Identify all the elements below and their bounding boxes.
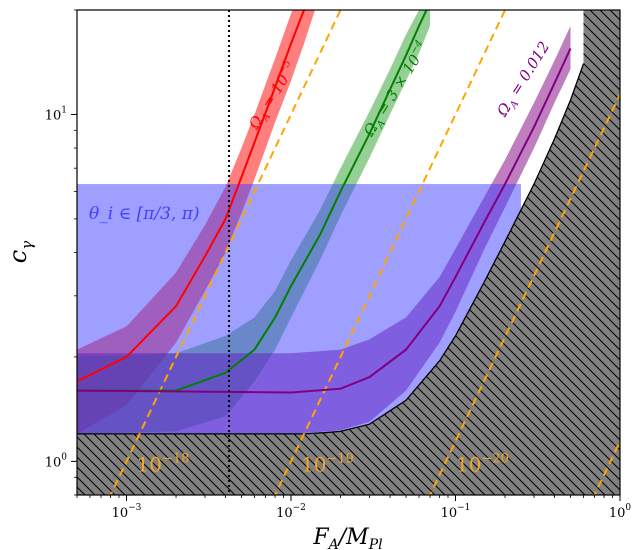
x-tick-label: 100 <box>609 503 632 521</box>
x-axis-label: FA/MPl <box>312 525 382 550</box>
iso-line-2 <box>428 91 620 495</box>
x-tick-label: 10−2 <box>276 503 306 521</box>
excluded-boundary <box>77 63 585 435</box>
plot-area: 10−18 10−19 10−20 <box>77 10 620 495</box>
series-line-0 <box>77 10 306 383</box>
y-axis-label: cγ <box>4 241 36 263</box>
series-line-1 <box>77 10 428 392</box>
y-tick-label: 100 <box>45 452 68 470</box>
theta-region-label: θ_i ∈ [π/3, π) <box>89 204 200 224</box>
y-ticks: 100 101 <box>45 9 77 496</box>
x-tick-label: 10−1 <box>441 503 471 521</box>
x-tick-label: 10−3 <box>112 503 142 521</box>
series-line-2 <box>77 47 572 394</box>
x-ticks: 10−3 10−2 10−1 100 <box>76 495 632 521</box>
excluded-region <box>77 10 620 495</box>
excluded-region-layer <box>77 10 620 495</box>
y-tick-label: 101 <box>45 105 67 123</box>
iso-line-1 <box>273 10 506 495</box>
iso-line-0 <box>109 10 342 495</box>
series-annotation-1: ΩA = 3 × 10−4 <box>359 38 435 141</box>
series-lines-layer <box>77 10 572 394</box>
iso-lines-layer: 10−18 10−19 10−20 <box>109 10 620 495</box>
